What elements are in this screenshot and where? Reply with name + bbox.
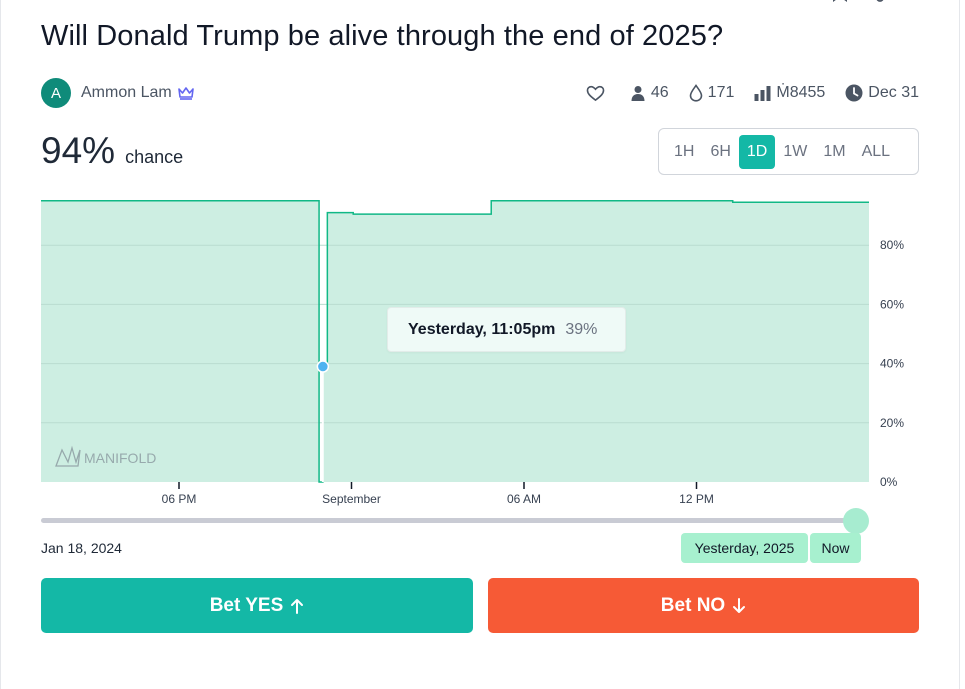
range-6h-button[interactable]: 6H bbox=[710, 142, 731, 160]
close-date-stat: Dec 31 bbox=[845, 84, 919, 102]
watermark-text: MANIFOLD bbox=[84, 450, 156, 466]
time-slider-handle[interactable] bbox=[843, 508, 869, 534]
bet-yes-label: Bet YES bbox=[209, 594, 284, 616]
time-range-selector: 1H 6H 1D 1W 1M ALL bbox=[658, 128, 919, 175]
x-tick-label: 06 AM bbox=[507, 492, 541, 506]
bar-chart-icon bbox=[754, 85, 771, 101]
bet-yes-button[interactable]: Bet YES bbox=[41, 578, 473, 633]
probability-label: chance bbox=[125, 147, 184, 167]
x-tick-label: 12 PM bbox=[679, 492, 714, 506]
y-tick-label: 80% bbox=[880, 238, 904, 252]
range-all-button[interactable]: ALL bbox=[861, 142, 891, 160]
tooltip-value: 39% bbox=[565, 320, 598, 338]
traders-count: 46 bbox=[650, 84, 669, 101]
range-1h-button[interactable]: 1H bbox=[674, 142, 695, 160]
bet-no-label: Bet NO bbox=[660, 594, 726, 616]
range-1m-button[interactable]: 1M bbox=[823, 142, 846, 160]
y-tick-label: 20% bbox=[880, 416, 904, 430]
author-name[interactable]: Ammon Lam bbox=[81, 84, 172, 101]
probability-value: 94% bbox=[41, 130, 116, 171]
chart-tooltip: Yesterday, 11:05pm 39% bbox=[387, 307, 626, 352]
manifold-logo-icon bbox=[55, 445, 81, 467]
volume-amount: Ṁ8455 bbox=[776, 84, 826, 101]
tooltip-time: Yesterday, 11:05pm bbox=[408, 320, 556, 338]
volume-stat: Ṁ8455 bbox=[754, 84, 825, 102]
probability-display: 94% chance bbox=[41, 130, 183, 172]
market-stats: 46 171 Ṁ8455 Dec 31 bbox=[566, 80, 919, 106]
top-toolbar bbox=[830, 0, 886, 4]
close-date: Dec 31 bbox=[868, 84, 919, 101]
page-border-left bbox=[0, 0, 1, 689]
avatar[interactable]: A bbox=[41, 78, 71, 108]
y-tick-label: 0% bbox=[880, 475, 898, 489]
page-border-right bbox=[959, 0, 960, 689]
crown-icon bbox=[177, 86, 195, 100]
y-tick-label: 60% bbox=[880, 297, 904, 311]
arrow-down-icon bbox=[733, 597, 746, 613]
traders-stat: 46 bbox=[630, 84, 669, 102]
x-tick-label: 06 PM bbox=[162, 492, 197, 506]
chart-cursor-point bbox=[316, 360, 330, 373]
slider-now-label[interactable]: Now bbox=[810, 533, 861, 563]
slider-end-label[interactable]: Yesterday, 2025 bbox=[681, 533, 808, 563]
chart-series-line bbox=[41, 200, 869, 483]
person-icon bbox=[631, 86, 645, 101]
bounty-stat: 171 bbox=[689, 84, 735, 102]
bounty-amount: 171 bbox=[707, 84, 735, 101]
range-1d-button[interactable]: 1D bbox=[738, 134, 776, 169]
droplet-icon bbox=[689, 84, 702, 102]
arrow-up-icon bbox=[291, 598, 304, 614]
time-slider-track[interactable] bbox=[41, 518, 856, 523]
author-info[interactable]: A Ammon Lam bbox=[41, 78, 195, 108]
y-tick-label: 40% bbox=[880, 357, 904, 371]
x-tick-label: September bbox=[322, 492, 381, 506]
range-1w-button[interactable]: 1W bbox=[783, 142, 808, 160]
market-title: Will Donald Trump be alive through the e… bbox=[41, 20, 724, 52]
bookmark-icon[interactable] bbox=[830, 0, 850, 4]
more-icon[interactable] bbox=[874, 0, 886, 4]
heart-icon bbox=[586, 85, 605, 101]
clock-icon bbox=[845, 84, 863, 102]
bet-no-button[interactable]: Bet NO bbox=[488, 578, 919, 633]
manifold-watermark: MANIFOLD bbox=[55, 445, 156, 467]
slider-start-date: Jan 18, 2024 bbox=[41, 540, 122, 556]
like-button[interactable] bbox=[586, 85, 610, 102]
